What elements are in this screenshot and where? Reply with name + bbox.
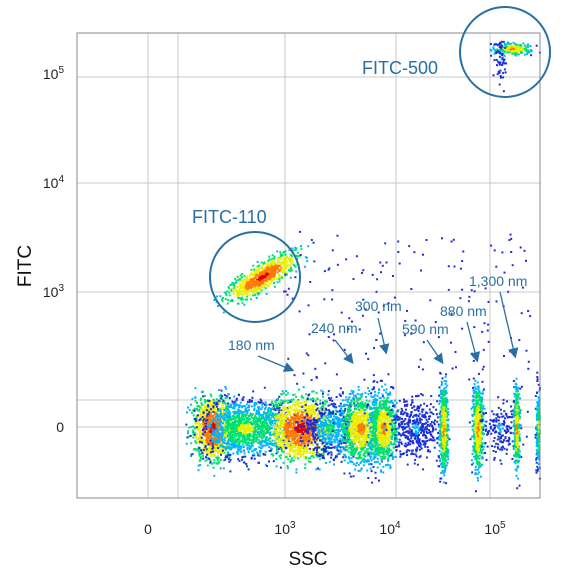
gate-label: FITC-110 <box>192 207 267 227</box>
gate-annotations: FITC-110 FITC-500 <box>192 6 551 323</box>
population-label: 590 nm <box>402 321 449 337</box>
population-label: 240 nm <box>311 320 358 336</box>
population-arrow <box>499 291 519 359</box>
gate-circle <box>459 6 551 98</box>
x-tick-label: 104 <box>379 520 401 537</box>
x-tick-label: 0 <box>144 521 152 537</box>
gate-circle <box>209 231 301 323</box>
population-label: 880 nm <box>440 303 487 319</box>
y-tick-label: 103 <box>43 283 65 300</box>
population-arrow <box>466 321 481 363</box>
x-tick-label: 105 <box>484 520 506 537</box>
population-arrow <box>426 339 444 365</box>
population-label: 180 nm <box>228 337 275 353</box>
gate-label: FITC-500 <box>362 58 438 78</box>
density-points <box>185 40 541 493</box>
population-label: 300 nm <box>355 298 402 314</box>
x-axis-title: SSC <box>288 549 327 570</box>
y-tick-label: 104 <box>43 174 65 191</box>
y-tick-label: 105 <box>43 65 65 82</box>
plot-frame <box>76 32 541 499</box>
y-axis-title: FITC <box>15 245 36 287</box>
y-tick-labels: 0 103 104 105 <box>43 65 65 435</box>
population-arrow <box>257 355 295 372</box>
population-arrow <box>377 317 390 355</box>
population-label: 1,300 nm <box>469 273 527 289</box>
x-tick-labels: 0 103 104 105 <box>144 520 506 537</box>
x-tick-label: 103 <box>274 520 296 537</box>
population-arrow <box>334 339 354 365</box>
y-tick-label: 0 <box>56 419 64 435</box>
